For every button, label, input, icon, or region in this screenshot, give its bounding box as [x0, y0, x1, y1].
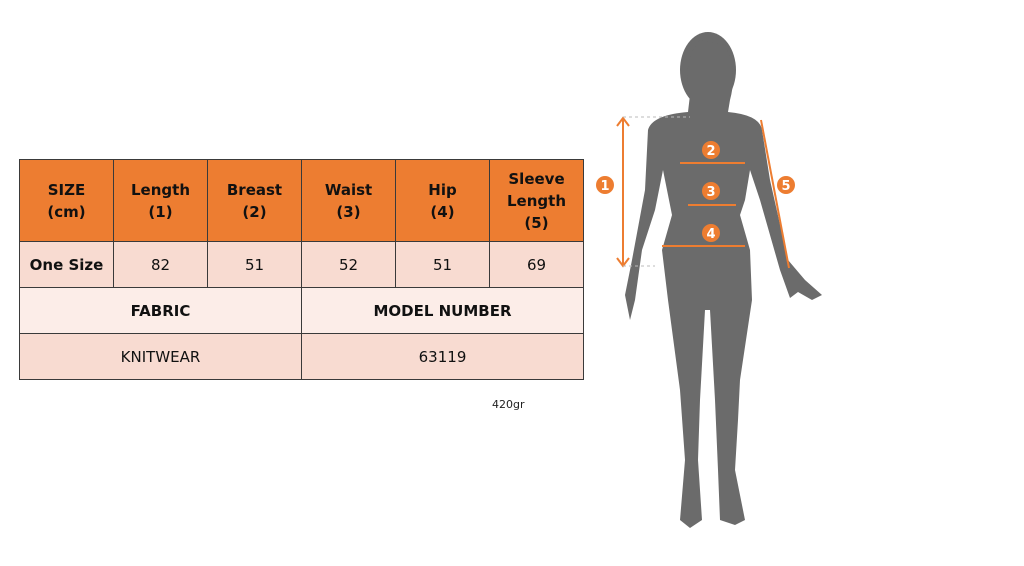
weight-text: 420gr [492, 398, 525, 411]
header-sleeve: Sleeve Length (5) [489, 159, 584, 242]
size-table: SIZE (cm) Length (1) Breast (2) Waist (3) Hi… [19, 159, 584, 380]
guide-lines [623, 116, 690, 267]
marker-4: 4 [706, 227, 715, 242]
header-text: (1) [148, 202, 173, 221]
marker-5: 5 [781, 179, 790, 194]
header-text: Waist [324, 180, 373, 199]
header-waist: Waist (3) [301, 159, 396, 242]
header-text: Hip [428, 180, 457, 199]
cell-size: One Size [19, 241, 114, 288]
header-size: SIZE (cm) [19, 159, 114, 242]
header-length: Length (1) [113, 159, 208, 242]
fabric-value: KNITWEAR [19, 333, 302, 380]
header-text: (cm) [47, 202, 86, 221]
header-hip: Hip (4) [395, 159, 490, 242]
marker-3: 3 [706, 185, 715, 200]
markers: 1 2 3 4 5 [596, 141, 795, 242]
marker-1: 1 [600, 179, 609, 194]
header-row: SIZE (cm) Length (1) Breast (2) Waist (3) Hi… [19, 159, 584, 242]
cell-hip: 51 [395, 241, 490, 288]
silhouette-shape [625, 32, 822, 528]
marker-4-icon [702, 224, 720, 242]
header-text: Breast [226, 180, 283, 199]
cell-waist: 52 [301, 241, 396, 288]
header-breast: Breast (2) [207, 159, 302, 242]
header-text: Sleeve [508, 169, 565, 188]
value-row: KNITWEAR 63119 [19, 333, 584, 380]
cell-length: 82 [113, 241, 208, 288]
cell-sleeve: 69 [489, 241, 584, 288]
header-text: Length [131, 180, 190, 199]
marker-2-icon [702, 141, 720, 159]
marker-5-icon [777, 176, 795, 194]
marker-2: 2 [706, 144, 715, 159]
header-text: (5) [524, 213, 549, 232]
header-text: (4) [430, 202, 455, 221]
marker-3-icon [702, 182, 720, 200]
header-text: (3) [336, 202, 361, 221]
header-text: SIZE [47, 180, 86, 199]
marker-1-icon [596, 176, 614, 194]
model-value: 63119 [301, 333, 584, 380]
table-row: One Size 82 51 52 51 69 [19, 241, 584, 288]
header-text: (2) [242, 202, 267, 221]
header-text: Length [507, 191, 566, 210]
